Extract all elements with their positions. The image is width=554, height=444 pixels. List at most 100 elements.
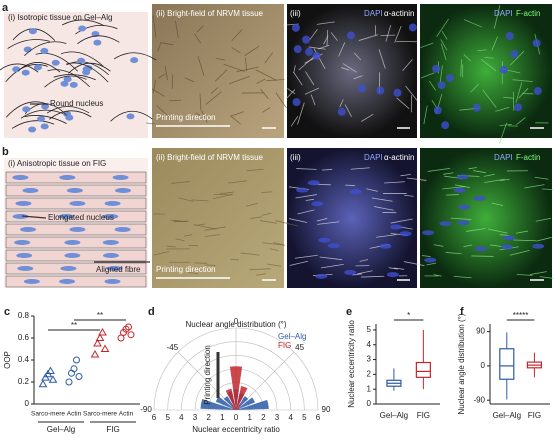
factin-b: [420, 148, 552, 288]
radial-tick-label: 4: [288, 413, 293, 422]
panel-title: (ii) Bright-field of NRVM tissue: [156, 9, 264, 18]
texture-stroke: [323, 35, 329, 45]
texture-stroke: [542, 188, 554, 191]
petal: [236, 404, 242, 410]
petal: [236, 397, 256, 410]
texture-stroke: [290, 116, 299, 127]
chart-title: Nuclear angle distribution (°): [185, 320, 286, 329]
texture-stroke: [255, 69, 277, 81]
nucleus: [69, 201, 86, 206]
nucleus: [327, 243, 340, 249]
texture-stroke: [516, 117, 526, 125]
petal: [229, 366, 243, 410]
texture-stroke: [305, 198, 314, 201]
texture-stroke: [164, 66, 168, 81]
texture-stroke: [214, 69, 228, 82]
nucleus: [115, 188, 132, 193]
texture-stroke: [393, 267, 405, 270]
texture-stroke: [256, 78, 266, 84]
y-tick-label: 5: [367, 325, 372, 334]
cell: [20, 109, 64, 119]
texture-stroke: [515, 82, 523, 103]
texture-stroke: [513, 239, 537, 242]
texture-stroke: [316, 218, 328, 222]
texture: [0, 5, 554, 288]
arrows: [156, 125, 544, 281]
nucleus: [532, 243, 545, 249]
nucleus: [104, 279, 121, 284]
nucleus: [114, 227, 131, 232]
texture-stroke: [366, 188, 378, 192]
texture-stroke: [197, 55, 205, 76]
texture-stroke: [261, 212, 272, 216]
nucleus: [102, 214, 119, 219]
nucleus: [453, 187, 466, 193]
cell: [47, 69, 90, 88]
texture-stroke: [400, 226, 413, 230]
texture-stroke: [441, 31, 448, 40]
cell: [24, 41, 67, 57]
texture-stroke: [219, 191, 234, 195]
texture-stroke: [317, 44, 330, 50]
texture-stroke: [493, 5, 501, 29]
cell: [35, 52, 79, 72]
pointer-arrows: [21, 103, 150, 263]
texture-stroke: [196, 25, 205, 33]
texture-stroke: [503, 96, 514, 99]
texture-stroke: [453, 275, 472, 279]
angle-tick-label: -90: [140, 405, 152, 414]
texture-stroke: [477, 49, 487, 52]
actinin-b: [287, 148, 417, 288]
texture-stroke: [321, 168, 333, 171]
angle-tick-label: -45: [167, 343, 179, 352]
annotation: Printing direction: [156, 265, 216, 274]
texture-stroke: [390, 218, 413, 224]
nucleus: [532, 39, 541, 48]
stain-label: DAPI: [494, 153, 513, 162]
texture-stroke: [484, 178, 505, 183]
nucleus: [65, 114, 74, 121]
nucleus: [59, 175, 76, 180]
texture-stroke: [288, 218, 308, 223]
annotation: Round nucleus: [50, 99, 103, 108]
annotation: Aligned fibre: [96, 265, 141, 274]
nucleus: [500, 244, 513, 250]
legend-entry: Gel–Alg: [278, 332, 306, 341]
texture-stroke: [160, 42, 174, 46]
significance: **: [71, 321, 77, 330]
texture-stroke: [468, 167, 478, 170]
texture-stroke: [427, 167, 451, 172]
panel-title: (iii): [290, 9, 301, 18]
fibre: [5, 210, 147, 223]
texture-stroke: [293, 65, 296, 74]
x-tick-label: FIG: [417, 411, 430, 420]
texture-stroke: [352, 273, 363, 276]
texture-stroke: [249, 268, 271, 271]
nucleus: [346, 31, 355, 40]
cell: [75, 25, 118, 35]
nucleus: [432, 64, 441, 73]
nucleus: [104, 201, 121, 206]
nucleus: [292, 98, 301, 107]
texture-stroke: [396, 97, 410, 110]
panel-label: c: [4, 306, 10, 318]
point: [75, 373, 83, 380]
texture-stroke: [378, 49, 386, 69]
texture-stroke: [205, 264, 216, 266]
texture-stroke: [319, 256, 343, 261]
texture-stroke: [184, 77, 195, 83]
point: [48, 375, 58, 383]
texture-stroke: [460, 59, 462, 77]
nucleus: [82, 69, 91, 76]
texture-stroke: [499, 178, 510, 182]
texture-stroke: [482, 89, 497, 108]
texture-stroke: [473, 170, 486, 174]
texture-stroke: [463, 19, 483, 28]
texture-stroke: [230, 115, 241, 125]
significance: *****: [513, 311, 529, 320]
y-tick-label: 0.4: [18, 355, 30, 364]
texture-stroke: [422, 255, 431, 257]
point: [93, 339, 102, 347]
texture-stroke: [178, 197, 194, 202]
